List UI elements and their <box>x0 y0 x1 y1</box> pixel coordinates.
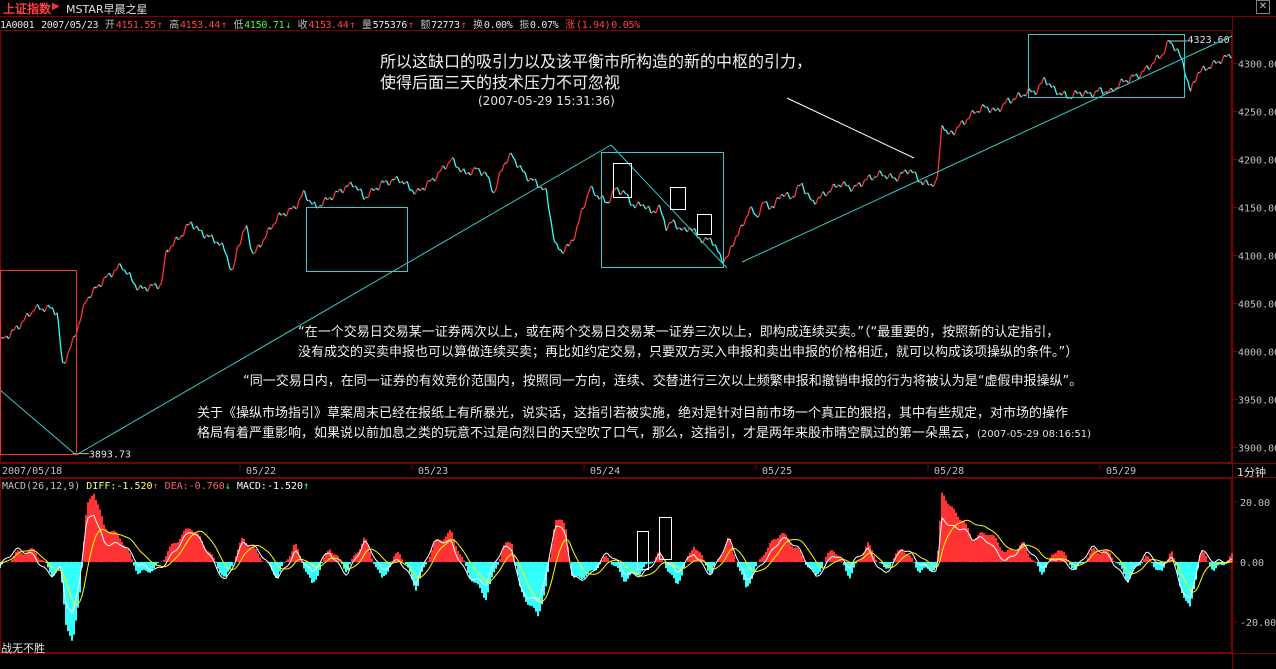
annotation-comment-line2: 格局有着严重影响，如果说以前加息之类的玩意不过是向烈日的天空吹了口气，那么，这指… <box>197 426 978 441</box>
trendline-early <box>0 389 77 456</box>
macd-marker-box-2 <box>659 517 672 560</box>
turnover-label: 换 <box>473 20 483 31</box>
marker-box-3 <box>697 214 712 235</box>
max-marker-label: 4323.60 <box>1188 35 1230 46</box>
down-arrow-icon: ↓ <box>225 481 237 492</box>
quote-date: 2007/05/23 <box>41 20 99 31</box>
up-arrow-icon: ↑ <box>460 20 467 31</box>
date-label: 05/24 <box>590 466 620 477</box>
annotation-comment: 关于《操纵市场指引》草案周末已经在报纸上有所暴光，说实话，这指引若被实施，绝对是… <box>197 404 1091 445</box>
price-tick-label: 4150.00 <box>1238 204 1276 215</box>
annotation-rule-line3: “同一交易日内，在同一证券的有效竞价范围内，按照同一方向，连续、交替进行三次以上… <box>243 374 1083 389</box>
turnover-value: 0.00% <box>483 20 513 31</box>
amount-value: 72773 <box>431 20 460 31</box>
date-label: 05/29 <box>1106 466 1136 477</box>
trendline-decline <box>610 144 728 269</box>
amount-label: 额 <box>420 20 431 31</box>
change-pct: 0.05% <box>611 20 640 31</box>
open-value: 4151.55 <box>115 20 156 31</box>
macd-tick-label: 20.00 <box>1240 498 1270 509</box>
new-pivot-box <box>1028 34 1185 98</box>
date-label: 05/22 <box>246 466 276 477</box>
volume-label: 量 <box>361 20 372 31</box>
expand-arrow-icon[interactable]: ▶ <box>52 1 60 12</box>
down-arrow-icon: ↓ <box>285 20 291 31</box>
low-value: 4150.71 <box>244 20 285 31</box>
pivot-box <box>601 152 724 268</box>
macd-diff-value: DIFF:-1.520 <box>86 481 152 492</box>
annotation-top-line2: 使得后面三天的技术压力不可忽视 <box>380 73 621 92</box>
change-label: 涨 <box>565 20 575 31</box>
annotation-rule-line2: 没有成交的买卖申报也可以算做连续买卖；再比如约定交易，只要双方买入申报和卖出申报… <box>298 345 1079 360</box>
title-bar: 上证指数 ▶ MSTAR早晨之星 ✕ <box>0 0 1276 17</box>
annotation-top-timestamp: (2007-05-29 15:31:36) <box>478 94 615 108</box>
up-arrow-icon: ↑ <box>153 481 165 492</box>
macd-label: MACD(26,12,9) <box>2 481 86 492</box>
macd-diff-line <box>0 514 1233 614</box>
marker-box-2 <box>670 187 686 210</box>
app-name: MSTAR早晨之星 <box>66 3 148 16</box>
annotation-top-line1: 所以这缺口的吸引力以及该平衡市所构造的新的中枢的引力， <box>380 52 813 71</box>
annotation-comment-timestamp: (2007-05-29 08:16:51) <box>977 429 1092 440</box>
index-name[interactable]: 上证指数 <box>3 2 52 16</box>
price-tick-label: 3900.00 <box>1238 444 1276 455</box>
open-label: 开 <box>105 20 115 31</box>
close-label: 收 <box>297 20 308 31</box>
price-tick-label: 4200.00 <box>1238 156 1276 167</box>
min-marker-label: 3893.73 <box>89 450 131 461</box>
price-line-down <box>1 39 1232 364</box>
up-arrow-icon: ↑ <box>407 20 414 31</box>
macd-header: MACD(26,12,9) DIFF:-1.520↑ DEA:-0.760↓ M… <box>2 481 309 492</box>
low-label: 低 <box>233 20 244 31</box>
quote-bar: 1A0001 2007/05/23 开4151.55↑ 高4153.44↑ 低4… <box>0 16 641 31</box>
date-label: 05/28 <box>934 466 964 477</box>
quote-code: 1A0001 <box>0 20 35 31</box>
annotation-pointer <box>786 97 915 159</box>
close-icon[interactable]: ✕ <box>1256 0 1270 14</box>
date-label: 05/23 <box>418 466 448 477</box>
trendline-rally <box>741 35 1233 263</box>
period-selector[interactable]: 1分钟 <box>1237 466 1266 479</box>
annotation-comment-line1: 关于《操纵市场指引》草案周末已经在报纸上有所暴光，说实话，这指引若被实施，绝对是… <box>197 406 1069 421</box>
up-arrow-icon: ↑ <box>303 481 309 492</box>
up-arrow-icon: ↑ <box>220 20 227 31</box>
macd-tick-label: 0.00 <box>1240 558 1264 569</box>
annotation-top: 所以这缺口的吸引力以及该平衡市所构造的新的中枢的引力， 使得后面三天的技术压力不… <box>380 51 812 93</box>
close-value: 4153.44 <box>308 20 349 31</box>
macd-bars-negative <box>0 562 1227 641</box>
consolidation-box <box>306 207 408 272</box>
footer-label: 战无不胜 <box>1 642 45 655</box>
macd-marker-box-1 <box>637 531 649 570</box>
price-tick-label: 4250.00 <box>1238 108 1276 119</box>
volume-value: 575376 <box>372 20 408 31</box>
marker-box-1 <box>613 163 632 198</box>
amplitude-label: 振 <box>519 20 529 31</box>
change-value: (1.94) <box>575 20 611 31</box>
macd-dea-value: DEA:-0.760 <box>165 481 225 492</box>
price-tick-label: 4300.00 <box>1238 60 1276 71</box>
up-arrow-icon: ↑ <box>349 20 356 31</box>
macd-macd-value: MACD:-1.520 <box>237 481 303 492</box>
price-tick-label: 4050.00 <box>1238 300 1276 311</box>
high-value: 4153.44 <box>179 20 220 31</box>
price-tick-label: 4000.00 <box>1238 348 1276 359</box>
amplitude-value: 0.07% <box>529 20 559 31</box>
annotation-rule: “在一个交易日交易某一证券两次以上，或在两个交易日交易某一证券三次以上，即构成连… <box>298 323 1078 363</box>
high-label: 高 <box>169 20 179 31</box>
date-label: 05/25 <box>762 466 792 477</box>
macd-dea-line <box>0 519 1233 606</box>
macd-tick-label: -20.00 <box>1240 618 1276 629</box>
up-arrow-icon: ↑ <box>156 20 163 31</box>
price-panel-border <box>0 30 1232 463</box>
price-tick-label: 4100.00 <box>1238 252 1276 263</box>
gap-box <box>0 270 77 455</box>
macd-bars-positive <box>3 492 1233 562</box>
trendline-support <box>75 144 612 456</box>
date-label: 2007/05/18 <box>2 466 62 477</box>
price-tick-label: 3950.00 <box>1238 396 1276 407</box>
annotation-rule-line1: “在一个交易日交易某一证券两次以上，或在两个交易日交易某一证券三次以上，即构成连… <box>298 325 1060 340</box>
